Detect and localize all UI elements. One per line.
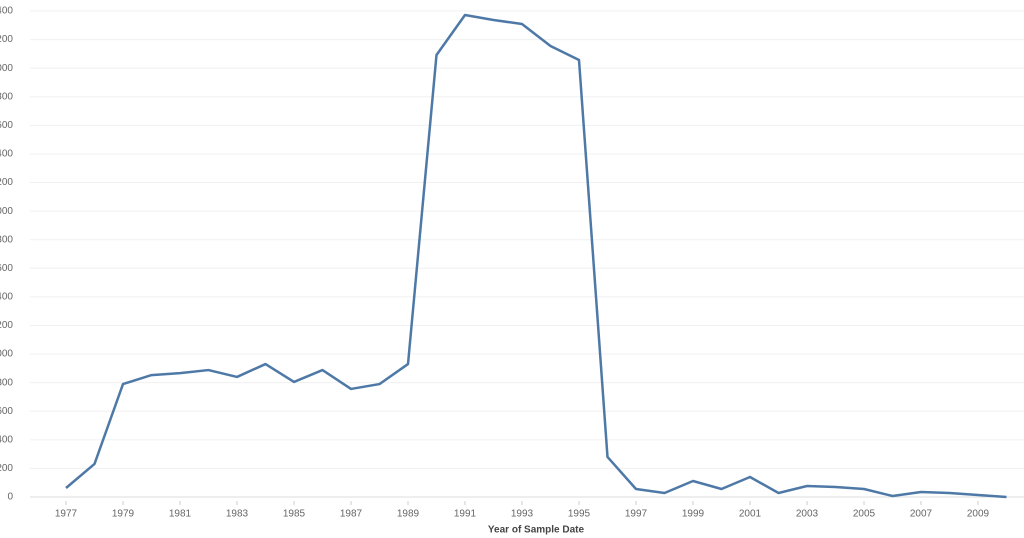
x-axis-title: Year of Sample Date — [488, 525, 585, 536]
y-tick-label: 2,000 — [0, 206, 13, 217]
y-tick-label: 1,400 — [0, 292, 13, 303]
y-tick-label: 2,800 — [0, 91, 13, 102]
x-tick-label: 1997 — [625, 509, 648, 520]
x-tick-label: 1989 — [397, 509, 420, 520]
x-tick-label: 2007 — [910, 509, 933, 520]
y-tick-label: 800 — [0, 377, 13, 388]
x-tick-label: 2003 — [796, 509, 819, 520]
y-tick-label: 1,200 — [0, 320, 13, 331]
y-tick-label: 1,000 — [0, 349, 13, 360]
x-tick-label: 1977 — [55, 509, 78, 520]
y-tick-label: 600 — [0, 406, 13, 417]
y-tick-label: 1,800 — [0, 234, 13, 245]
y-tick-label: 3,000 — [0, 63, 13, 74]
x-tick-label: 2001 — [739, 509, 762, 520]
x-tick-label: 1993 — [511, 509, 534, 520]
x-tick-label: 2009 — [967, 509, 990, 520]
x-tick-label: 1981 — [169, 509, 192, 520]
y-tick-label: 200 — [0, 463, 13, 474]
x-tick-label: 1979 — [112, 509, 135, 520]
line — [65, 13, 1007, 499]
y-tick-label: 3,200 — [0, 34, 13, 45]
y-tick-label: 0 — [7, 492, 13, 503]
y-tick-label: 400 — [0, 434, 13, 445]
x-tick-label: 1995 — [568, 509, 591, 520]
x-tick-label: 1999 — [682, 509, 705, 520]
y-tick-label: 2,400 — [0, 149, 13, 160]
x-tick-label: 2005 — [853, 509, 876, 520]
y-tick-label: 1,600 — [0, 263, 13, 274]
x-tick-label: 1991 — [454, 509, 477, 520]
y-tick-label: 2,200 — [0, 177, 13, 188]
x-tick-label: 1985 — [283, 509, 306, 520]
y-tick-label: 3,400 — [0, 6, 13, 17]
y-tick-label: 2,600 — [0, 120, 13, 131]
x-tick-label: 1983 — [226, 509, 249, 520]
x-tick-label: 1987 — [340, 509, 363, 520]
